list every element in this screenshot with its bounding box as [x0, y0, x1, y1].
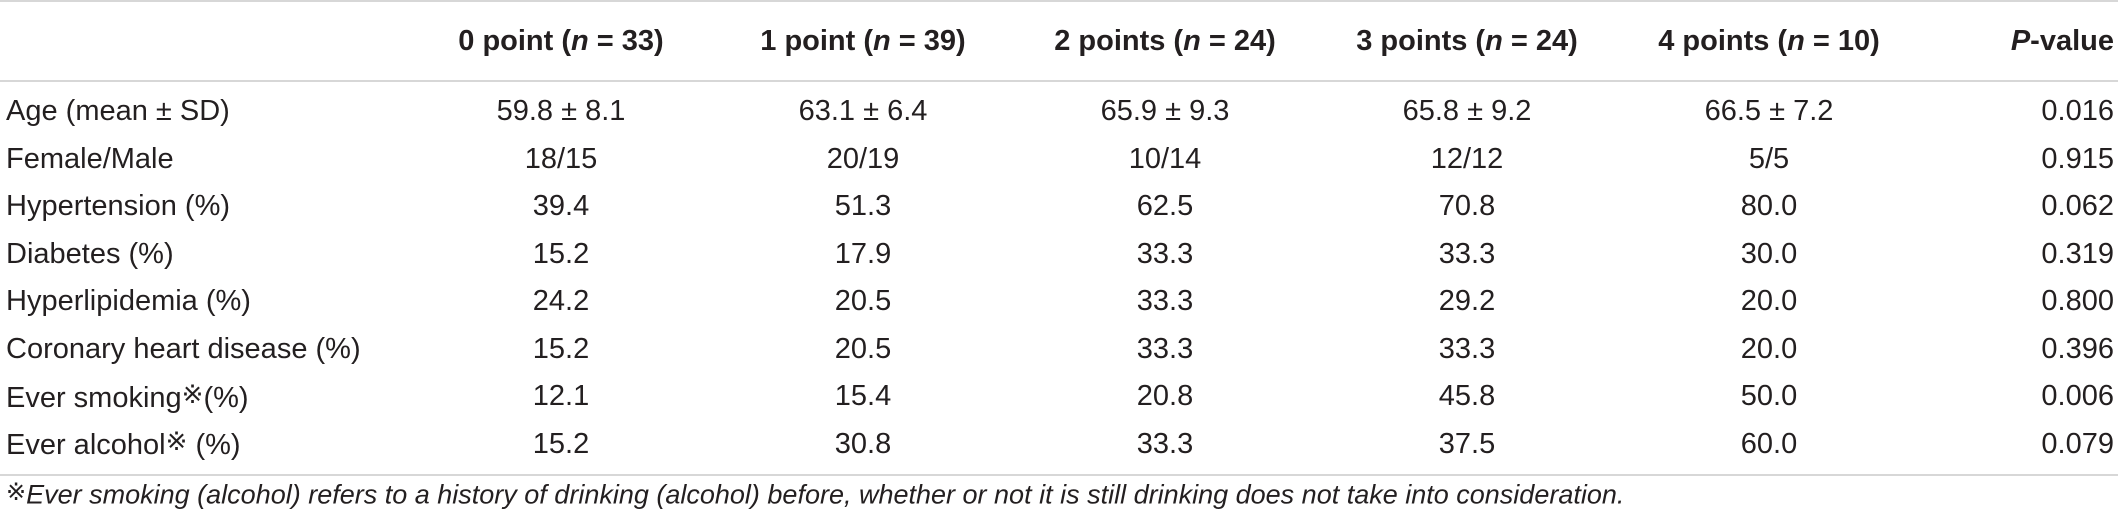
table-cell: 17.9: [834, 237, 892, 270]
baseline-characteristics-table: 0 point (n = 33) 1 point (n = 39) 2 poin…: [0, 1, 2118, 476]
table-cell: 33.3: [1136, 285, 1194, 318]
table-cell: 30.0: [1740, 237, 1798, 270]
table-cell: 15.2: [532, 237, 590, 270]
row-label-unit: (%): [203, 381, 249, 414]
baseline-characteristics-table-container: 0 point (n = 33) 1 point (n = 39) 2 poin…: [0, 1, 2118, 476]
table-cell: 30.8: [834, 427, 892, 460]
table-cell: 15.4: [834, 380, 892, 413]
table-cell: 50.0: [1740, 380, 1798, 413]
row-label: Coronary heart disease (%): [6, 332, 361, 365]
table-row-female-male: Female/Male 18/15 20/19 10/14 12/12 5/5 …: [0, 136, 2118, 184]
table-row-coronary-heart-disease: Coronary heart disease (%) 15.2 20.5 33.…: [0, 326, 2118, 374]
table-row-ever-alcohol: Ever alcohol※ (%) 15.2 30.8 33.3 37.5 60…: [0, 421, 2118, 476]
table-cell: 12.1: [532, 380, 590, 413]
p-value-cell: 0.800: [2041, 285, 2114, 318]
table-cell: 37.5: [1438, 427, 1496, 460]
table-cell: 20.0: [1740, 285, 1798, 318]
p-value-cell: 0.016: [2041, 95, 2114, 128]
table-cell: 24.2: [532, 285, 590, 318]
table-cell: 12/12: [1430, 142, 1504, 175]
table-row-ever-smoking: Ever smoking※(%) 12.1 15.4 20.8 45.8 50.…: [0, 373, 2118, 421]
table-cell: 62.5: [1136, 190, 1194, 223]
table-row-hyperlipidemia: Hyperlipidemia (%) 24.2 20.5 33.3 29.2 2…: [0, 278, 2118, 326]
table-row-hypertension: Hypertension (%) 39.4 51.3 62.5 70.8 80.…: [0, 183, 2118, 231]
header-cell-0-point: 0 point (n = 33): [458, 24, 664, 57]
p-value-cell: 0.915: [2041, 142, 2114, 175]
table-cell: 45.8: [1438, 380, 1496, 413]
table-cell: 20.8: [1136, 380, 1194, 413]
row-label: Hyperlipidemia (%): [6, 285, 251, 318]
table-cell: 60.0: [1740, 427, 1798, 460]
table-cell: 33.3: [1438, 332, 1496, 365]
table-cell: 51.3: [834, 190, 892, 223]
table-cell: 20.0: [1740, 332, 1798, 365]
table-cell: 33.3: [1136, 427, 1194, 460]
table-cell: 70.8: [1438, 190, 1496, 223]
row-label-unit: (%): [187, 429, 241, 462]
table-cell: 65.8 ± 9.2: [1402, 95, 1532, 128]
table-cell: 59.8 ± 8.1: [496, 95, 626, 128]
table-cell: 15.2: [532, 427, 590, 460]
table-cell: 80.0: [1740, 190, 1798, 223]
table-row-diabetes: Diabetes (%) 15.2 17.9 33.3 33.3 30.0 0.…: [0, 231, 2118, 279]
reference-mark-icon: ※: [6, 479, 27, 506]
table-cell: 33.3: [1136, 237, 1194, 270]
table-cell: 20.5: [834, 332, 892, 365]
footnote-text: Ever smoking (alcohol) refers to a histo…: [26, 479, 1625, 510]
header-cell-1-point: 1 point (n = 39): [760, 24, 966, 57]
row-label-text: Ever alcohol: [6, 429, 166, 462]
row-label: Female/Male: [6, 142, 174, 175]
p-value-cell: 0.006: [2041, 380, 2114, 413]
header-cell-3-points: 3 points (n = 24): [1356, 24, 1578, 57]
reference-mark-icon: ※: [165, 426, 188, 457]
table-cell: 65.9 ± 9.3: [1100, 95, 1230, 128]
header-cell-empty: [0, 1, 410, 81]
table-cell: 5/5: [1748, 142, 1790, 175]
reference-mark-icon: ※: [181, 378, 204, 409]
header-cell-p-value: P-value: [2010, 24, 2114, 57]
header-cell-2-points: 2 points (n = 24): [1054, 24, 1276, 57]
table-cell: 39.4: [532, 190, 590, 223]
row-label: Age (mean ± SD): [6, 95, 230, 128]
table-cell: 10/14: [1128, 142, 1202, 175]
table-cell: 29.2: [1438, 285, 1496, 318]
header-cell-4-points: 4 points (n = 10): [1658, 24, 1880, 57]
table-cell: 63.1 ± 6.4: [798, 95, 928, 128]
p-value-cell: 0.319: [2041, 237, 2114, 270]
table-cell: 20.5: [834, 285, 892, 318]
table-cell: 33.3: [1438, 237, 1496, 270]
row-label-text: Ever smoking: [6, 381, 182, 414]
row-label: Ever smoking※(%): [0, 373, 410, 421]
p-value-cell: 0.062: [2041, 190, 2114, 223]
row-label: Ever alcohol※ (%): [0, 421, 410, 476]
p-value-cell: 0.079: [2041, 427, 2114, 460]
table-cell: 66.5 ± 7.2: [1704, 95, 1834, 128]
table-row-age: Age (mean ± SD) 59.8 ± 8.1 63.1 ± 6.4 65…: [0, 81, 2118, 136]
table-cell: 18/15: [524, 142, 598, 175]
table-footnote: ※Ever smoking (alcohol) refers to a hist…: [6, 478, 1624, 511]
p-value-cell: 0.396: [2041, 332, 2114, 365]
row-label: Diabetes (%): [6, 237, 174, 270]
row-label: Hypertension (%): [6, 190, 231, 223]
table-cell: 15.2: [532, 332, 590, 365]
table-header-row: 0 point (n = 33) 1 point (n = 39) 2 poin…: [0, 1, 2118, 81]
table-cell: 20/19: [826, 142, 900, 175]
table-cell: 33.3: [1136, 332, 1194, 365]
